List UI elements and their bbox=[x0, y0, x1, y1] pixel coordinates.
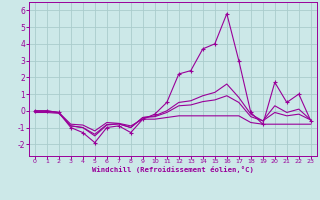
X-axis label: Windchill (Refroidissement éolien,°C): Windchill (Refroidissement éolien,°C) bbox=[92, 166, 254, 173]
